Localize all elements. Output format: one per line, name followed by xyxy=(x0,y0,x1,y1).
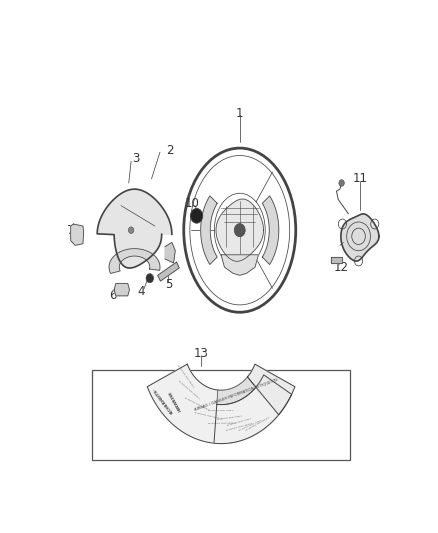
Circle shape xyxy=(146,273,154,282)
Text: WARNING TEXT LINE 2: WARNING TEXT LINE 2 xyxy=(227,418,252,426)
Text: WARNUNG TEXT ZEILE 4: WARNUNG TEXT ZEILE 4 xyxy=(208,422,236,424)
Text: SICHERHEITS-: SICHERHEITS- xyxy=(152,385,175,414)
Text: WARNUNG TEXT ZEILE 2: WARNUNG TEXT ZEILE 2 xyxy=(184,397,209,410)
Polygon shape xyxy=(217,377,256,405)
Polygon shape xyxy=(216,199,264,261)
Circle shape xyxy=(234,224,245,237)
Text: WARNUNG TEXT ZEILE 6: WARNUNG TEXT ZEILE 6 xyxy=(245,417,270,431)
Text: WARNING TEXT LINE 1: WARNING TEXT LINE 1 xyxy=(217,415,242,420)
Polygon shape xyxy=(71,224,84,245)
Text: 11: 11 xyxy=(353,172,368,185)
Text: AIRBAG / DANGER INFORMATION / ETIQUETTE: AIRBAG / DANGER INFORMATION / ETIQUETTE xyxy=(194,377,279,411)
Text: 7: 7 xyxy=(67,224,75,237)
Text: 1: 1 xyxy=(236,107,244,120)
Polygon shape xyxy=(247,364,295,415)
Bar xyxy=(92,370,350,460)
Text: WARNING TEXT LINE 3: WARNING TEXT LINE 3 xyxy=(239,419,262,431)
Polygon shape xyxy=(147,364,292,443)
Polygon shape xyxy=(97,189,172,268)
Polygon shape xyxy=(341,214,379,261)
Text: HINWEISE: HINWEISE xyxy=(168,390,182,412)
Circle shape xyxy=(191,208,203,223)
Text: WARNING TEXT LINE 0: WARNING TEXT LINE 0 xyxy=(208,410,234,411)
Text: 2: 2 xyxy=(166,144,174,157)
Polygon shape xyxy=(214,375,292,443)
Polygon shape xyxy=(114,284,129,296)
Text: 4: 4 xyxy=(138,285,145,298)
Text: 6: 6 xyxy=(110,289,117,302)
Text: 12: 12 xyxy=(334,261,349,274)
Circle shape xyxy=(339,180,344,186)
Polygon shape xyxy=(221,255,258,276)
Text: WARNUNG TEXT ZEILE 0: WARNUNG TEXT ZEILE 0 xyxy=(177,364,193,387)
Text: 5: 5 xyxy=(165,278,172,291)
Text: WARNUNG TEXT ZEILE 1: WARNUNG TEXT ZEILE 1 xyxy=(178,381,200,400)
Text: 13: 13 xyxy=(193,347,208,360)
Polygon shape xyxy=(158,262,179,281)
Circle shape xyxy=(128,227,134,233)
Text: WARNUNG TEXT ZEILE 5: WARNUNG TEXT ZEILE 5 xyxy=(226,422,253,431)
Text: 10: 10 xyxy=(185,197,200,210)
Text: WARNUNG TEXT ZEILE 3: WARNUNG TEXT ZEILE 3 xyxy=(194,411,221,419)
Text: 3: 3 xyxy=(133,152,140,165)
Polygon shape xyxy=(332,257,342,263)
Polygon shape xyxy=(165,243,175,263)
Polygon shape xyxy=(109,249,160,273)
Polygon shape xyxy=(262,196,279,264)
Polygon shape xyxy=(201,196,217,264)
